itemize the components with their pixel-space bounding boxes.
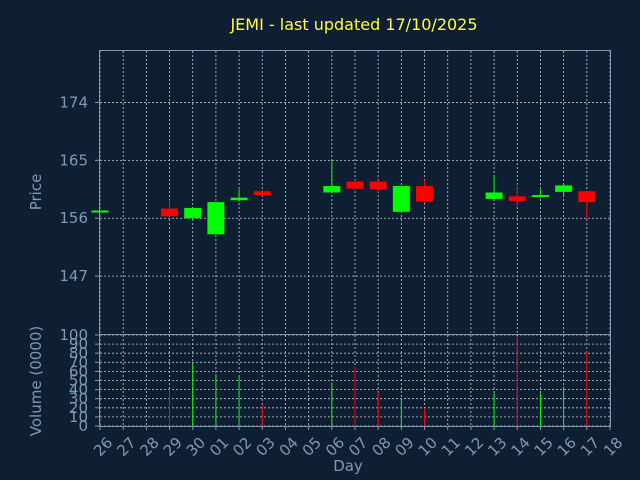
volume-bars bbox=[169, 335, 588, 426]
candle-body bbox=[392, 186, 410, 212]
volume-tick-label: 10 bbox=[69, 408, 88, 426]
volume-axis-label: Volume (0000) bbox=[27, 326, 45, 436]
volume-tick-label: 40 bbox=[69, 381, 88, 399]
volume-tick-label: 80 bbox=[69, 344, 88, 362]
candle-body bbox=[578, 191, 596, 203]
candle-body bbox=[369, 181, 387, 190]
candle-body bbox=[207, 202, 225, 235]
chart-title: JEMI - last updated 17/10/2025 bbox=[229, 15, 477, 34]
volume-tick-label: 50 bbox=[69, 372, 88, 390]
candle-body bbox=[230, 197, 248, 201]
candle-body bbox=[346, 181, 364, 189]
candle-body bbox=[485, 192, 503, 199]
price-tick-label: 165 bbox=[59, 151, 88, 169]
candle-body bbox=[184, 207, 202, 219]
candle-body bbox=[161, 208, 179, 217]
volume-tick-label: 90 bbox=[69, 335, 88, 353]
candle-body bbox=[416, 186, 434, 202]
candle-body bbox=[555, 185, 573, 192]
price-tick-label: 147 bbox=[59, 267, 88, 285]
price-axis-ticks: 147 156 165 174 bbox=[59, 93, 100, 285]
volume-tick-label: 100 bbox=[59, 326, 88, 344]
price-axis-label: Price bbox=[27, 174, 45, 211]
x-axis-label: Day bbox=[333, 457, 363, 475]
volume-tick-label: 60 bbox=[69, 362, 88, 380]
volume-tick-label: 70 bbox=[69, 353, 88, 371]
price-tick-label: 156 bbox=[59, 209, 88, 227]
volume-tick-label: 0 bbox=[78, 417, 88, 435]
candle-body bbox=[253, 191, 271, 196]
volume-tick-label: 20 bbox=[69, 399, 88, 417]
candle-body bbox=[531, 195, 549, 198]
price-tick-label: 174 bbox=[59, 93, 88, 111]
candle-body bbox=[323, 186, 341, 193]
price-candles bbox=[91, 160, 596, 235]
volume-tick-label: 30 bbox=[69, 390, 88, 408]
candle-body bbox=[508, 196, 526, 201]
